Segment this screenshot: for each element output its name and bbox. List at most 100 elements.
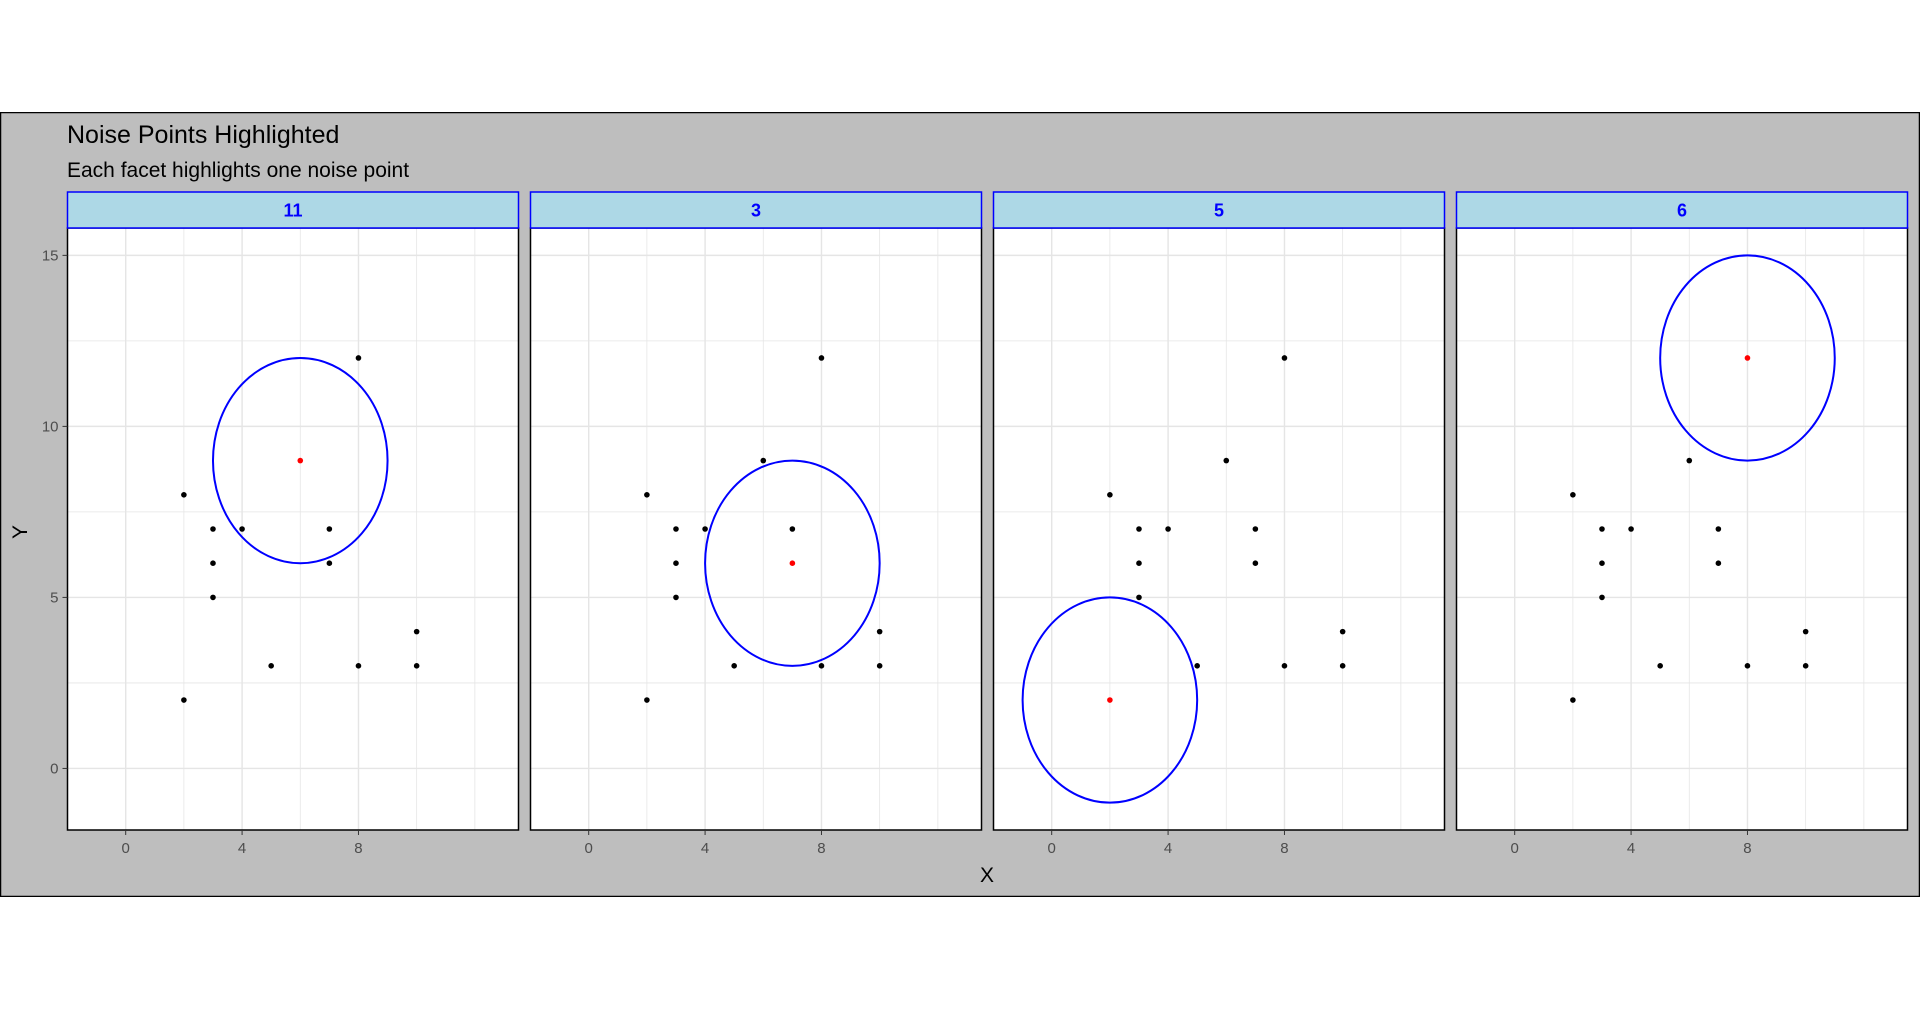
panel-background — [530, 228, 982, 830]
data-point — [355, 663, 362, 669]
highlight-point — [789, 560, 796, 567]
x-tick-label: 8 — [1280, 840, 1288, 857]
facet-strip — [529, 191, 983, 229]
data-point — [1136, 594, 1142, 601]
facet-strip-label: 5 — [1214, 201, 1224, 221]
facet-strip — [66, 191, 520, 229]
panel-background — [993, 228, 1445, 830]
points — [1021, 355, 1346, 804]
data-point — [818, 663, 825, 669]
data-point — [1657, 663, 1663, 669]
facet-strip-label: 3 — [751, 201, 761, 221]
highlight-circle — [704, 459, 881, 667]
data-point — [355, 355, 362, 361]
data-point — [1715, 560, 1722, 567]
x-tick-label: 0 — [122, 840, 130, 857]
points — [1570, 254, 1836, 703]
data-point — [1223, 457, 1230, 464]
x-tick-label: 8 — [354, 840, 362, 857]
points — [644, 355, 883, 703]
x-tick-label: 4 — [1164, 840, 1172, 857]
faceted-scatter-chart: Noise Points Highlighted Each facet high… — [0, 112, 1920, 897]
data-point — [673, 560, 679, 567]
data-point — [673, 526, 679, 532]
x-tick-label: 4 — [1627, 840, 1635, 857]
chart-title: Noise Points Highlighted — [67, 121, 339, 149]
data-point — [1339, 628, 1346, 635]
x-tick-label: 0 — [1048, 840, 1056, 857]
x-tick-label: 4 — [238, 840, 246, 857]
facet-5: 5 0 4 8 — [992, 191, 1446, 857]
data-point — [210, 594, 216, 601]
x-tick-label: 8 — [817, 840, 825, 857]
data-point — [1252, 526, 1259, 532]
data-point — [1136, 560, 1142, 567]
facet-strip — [992, 191, 1446, 229]
data-point — [268, 663, 274, 669]
data-point — [1339, 663, 1346, 669]
data-point — [1165, 526, 1171, 532]
data-point — [1599, 526, 1605, 532]
data-point — [1686, 457, 1693, 464]
highlight-circle — [1659, 254, 1836, 462]
plot-frame: Noise Points Highlighted Each facet high… — [0, 112, 1920, 897]
data-point — [731, 663, 737, 669]
panel-background — [67, 228, 519, 830]
data-point — [326, 560, 333, 567]
data-point — [876, 663, 883, 669]
highlight-circle — [1021, 596, 1199, 804]
y-tick-label: 10 — [42, 418, 59, 435]
panel-background — [1456, 228, 1908, 830]
data-point — [1802, 628, 1809, 635]
data-point — [1107, 491, 1113, 498]
data-point — [1281, 355, 1288, 361]
facets-group: 11 0 4 8 0 5 10 15 3 0 4 8 5 0 4 8 6 0 4 8 — [42, 191, 1909, 857]
x-tick-label: 0 — [1511, 840, 1519, 857]
data-point — [1802, 663, 1809, 669]
facet-strip-label: 11 — [283, 201, 302, 221]
x-tick-label: 4 — [701, 840, 709, 857]
facet-strip-label: 6 — [1677, 201, 1687, 221]
x-tick-label: 8 — [1743, 840, 1751, 857]
x-tick-label: 0 — [585, 840, 593, 857]
facet-3: 3 0 4 8 — [529, 191, 983, 857]
data-point — [1599, 594, 1605, 601]
data-point — [673, 594, 679, 601]
data-point — [210, 526, 216, 532]
data-point — [239, 526, 245, 532]
data-point — [818, 355, 825, 361]
data-point — [1570, 697, 1576, 703]
grid-lines — [993, 228, 1445, 830]
x-axis-title: X — [980, 864, 994, 887]
facet-strip — [1455, 191, 1909, 229]
facet-11: 11 0 4 8 0 5 10 15 — [42, 191, 520, 857]
highlight-circle — [211, 356, 389, 565]
data-point — [1281, 663, 1288, 669]
data-point — [789, 526, 796, 532]
facet-6: 6 0 4 8 — [1455, 191, 1909, 857]
grid-lines — [67, 228, 519, 830]
data-point — [644, 697, 650, 703]
highlight-point — [1744, 355, 1751, 361]
y-axis-title: Y — [9, 525, 32, 539]
y-tick-label: 0 — [50, 760, 58, 777]
data-point — [210, 560, 216, 567]
points — [181, 355, 420, 703]
data-point — [876, 628, 883, 635]
y-tick-label: 5 — [50, 589, 58, 606]
highlight-point — [297, 457, 304, 464]
data-point — [760, 457, 767, 464]
data-point — [1715, 526, 1722, 532]
data-point — [1744, 663, 1751, 669]
data-point — [702, 526, 708, 532]
chart-subtitle: Each facet highlights one noise point — [67, 159, 409, 182]
data-point — [1194, 663, 1200, 669]
data-point — [181, 697, 187, 703]
data-point — [1628, 526, 1634, 532]
data-point — [413, 663, 420, 669]
data-point — [644, 491, 650, 498]
highlight-point — [1107, 697, 1113, 703]
y-tick-label: 15 — [42, 247, 59, 264]
data-point — [1599, 560, 1605, 567]
data-point — [181, 491, 187, 498]
